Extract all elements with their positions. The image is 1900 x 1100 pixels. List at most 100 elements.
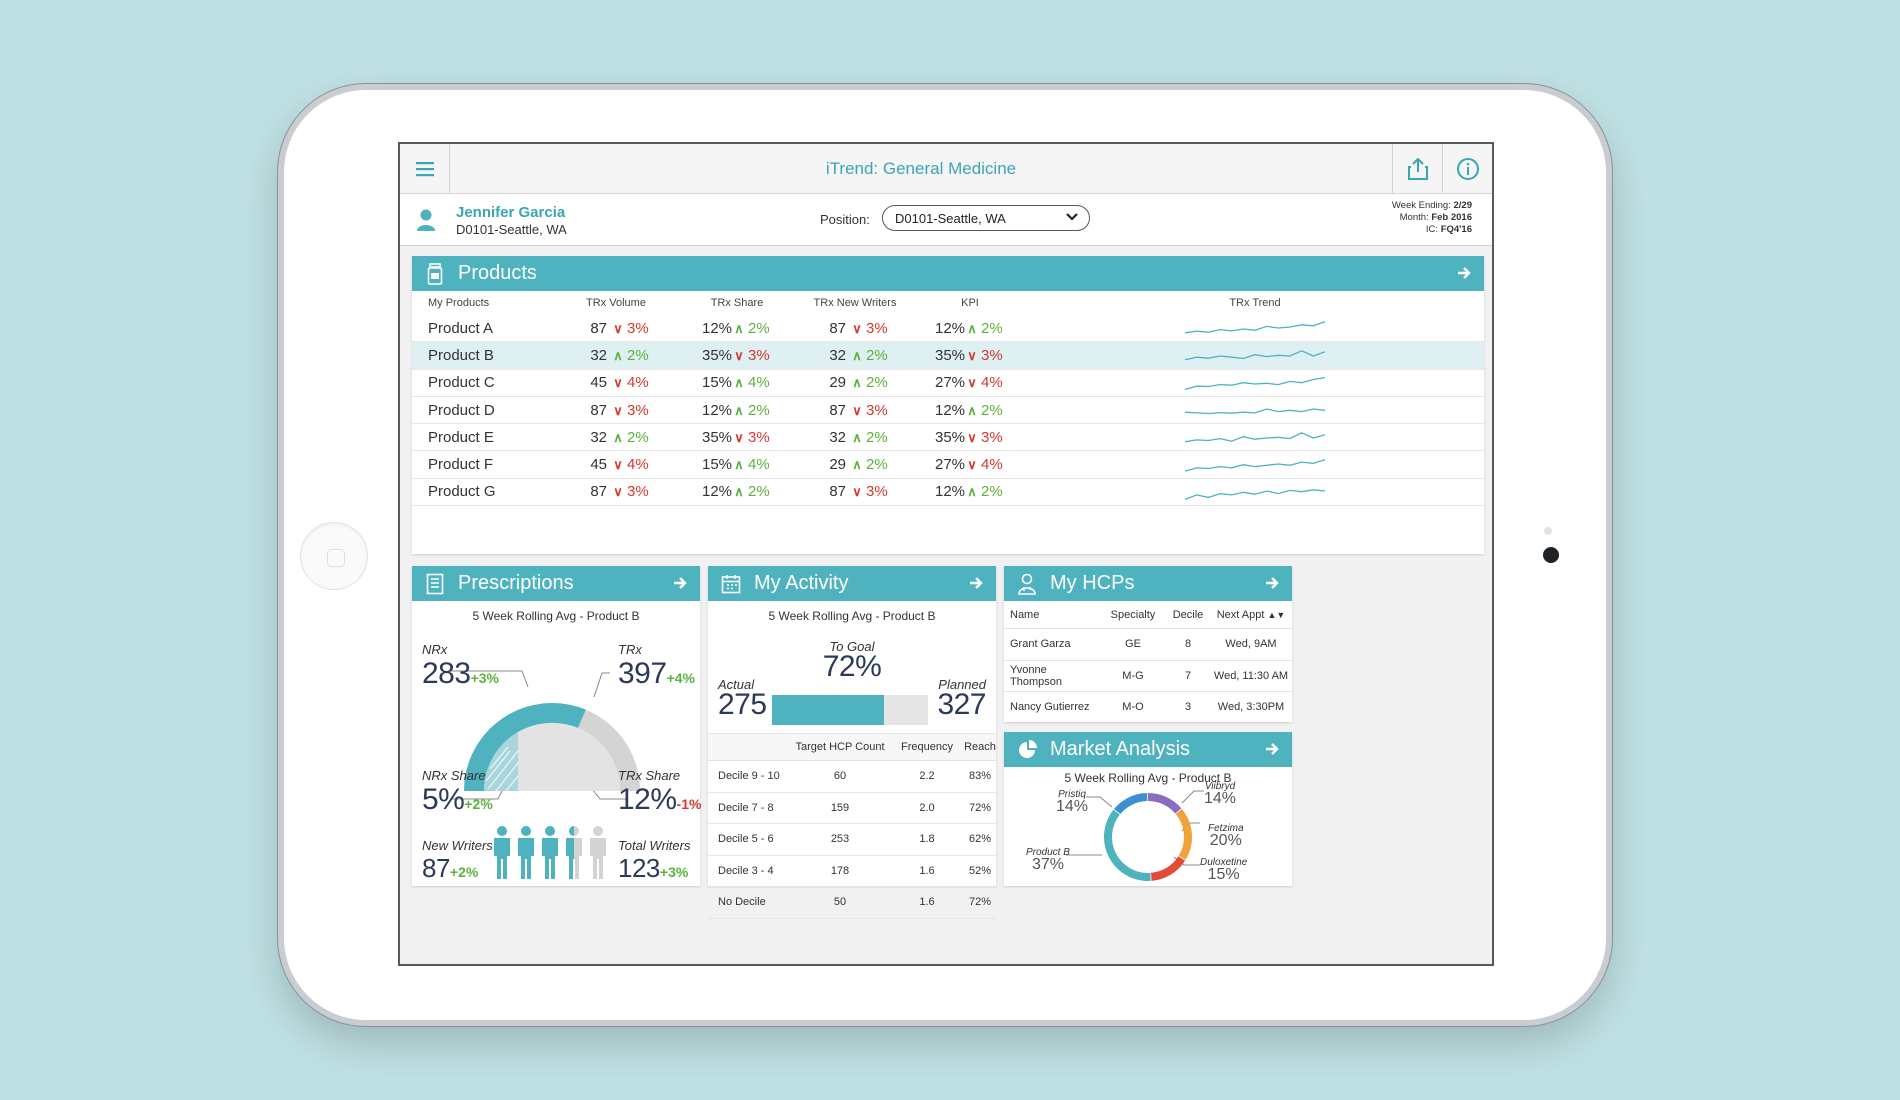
table-row[interactable]: No Decile 50 1.6 72% — [708, 887, 996, 919]
doctor-icon — [1016, 573, 1038, 595]
metric-cell: 29 ∧ 2% — [796, 374, 914, 391]
nrx-label: NRx — [422, 642, 448, 657]
products-title: Products — [458, 262, 537, 284]
hamburger-icon — [415, 161, 434, 176]
table-row[interactable]: Product D 87 ∨ 3% 12% ∧ 2% 87 ∨ 3% 12% ∧ 2% — [412, 397, 1484, 425]
position-select[interactable]: D0101-Seattle, WA — [882, 205, 1090, 231]
sparkline-chart — [1184, 321, 1326, 334]
trx-share-value: 12% — [618, 783, 677, 816]
metric-value: 35% — [935, 428, 966, 446]
metric-cell: 32 ∧ 2% — [554, 429, 678, 446]
activity-table-header: Target HCP Count Frequency Reach — [708, 733, 996, 761]
trend-down-icon: ∨ — [967, 429, 977, 445]
table-row[interactable]: Product A 87 ∨ 3% 12% ∧ 2% 87 ∨ 3% 12% ∧ 2% — [412, 315, 1484, 343]
writers-figures — [494, 826, 606, 879]
trend-cell — [1026, 401, 1484, 419]
table-row[interactable]: Product E 32 ∧ 2% 35% ∨ 3% 32 ∧ 2% 35% ∨ 3% — [412, 424, 1484, 452]
col-header: Target HCP Count — [795, 741, 885, 753]
nrx-share-label: NRx Share — [422, 768, 486, 783]
goal-progress-track — [772, 695, 928, 725]
metric-value: 45 — [590, 374, 607, 392]
metric-change: 2% — [627, 428, 649, 446]
table-row[interactable]: Product F 45 ∨ 4% 15% ∧ 4% 29 ∧ 2% 27% ∨ 4% — [412, 451, 1484, 479]
metric-cell: 87 ∨ 3% — [554, 320, 678, 337]
table-cell: 72% — [968, 896, 992, 909]
trend-up-icon: ∧ — [852, 347, 862, 363]
metric-value: 35% — [702, 428, 733, 446]
metric-change: 4% — [627, 374, 649, 392]
metric-cell: 29 ∧ 2% — [796, 456, 914, 473]
connector-line — [1086, 796, 1113, 808]
share-button[interactable] — [1392, 144, 1442, 194]
products-header[interactable]: Products — [412, 256, 1484, 291]
arrow-right-icon — [1266, 743, 1279, 755]
table-row[interactable]: Decile 3 - 4 178 1.6 52% — [708, 856, 996, 887]
col-header: Specialty — [1110, 608, 1156, 621]
metric-value: 35% — [702, 346, 733, 364]
trend-cell — [1026, 319, 1484, 337]
metric-change: 3% — [866, 483, 888, 501]
sparkline-series — [1184, 458, 1326, 472]
metric-value: 12% — [935, 483, 966, 501]
metric-cell: 45 ∨ 4% — [554, 456, 678, 473]
metric-change: 4% — [627, 456, 649, 474]
top-bar: iTrend: General Medicine — [400, 144, 1492, 194]
trend-up-icon: ∧ — [967, 402, 977, 418]
products-table: My Products TRx Volume TRx Share TRx New… — [412, 291, 1484, 507]
activity-header[interactable]: My Activity — [708, 566, 996, 601]
metric-cell: 45 ∨ 4% — [554, 374, 678, 391]
legend-value: 15% — [1207, 866, 1240, 883]
table-row[interactable]: Nancy Gutierrez M-O 3 Wed, 3:30PM — [1004, 692, 1292, 722]
metric-cell: 12% ∧ 2% — [914, 402, 1026, 419]
prescriptions-header[interactable]: Prescriptions — [412, 566, 700, 601]
market-header[interactable]: Market Analysis — [1004, 732, 1292, 767]
total-writers-label: Total Writers — [618, 838, 691, 853]
product-name: Product G — [428, 483, 496, 501]
table-row[interactable]: Product G 87 ∨ 3% 12% ∧ 2% 87 ∨ 3% 12% ∧ 2% — [412, 479, 1484, 507]
table-row[interactable]: Product B 32 ∧ 2% 35% ∨ 3% 32 ∧ 2% 35% ∨ 3% — [412, 342, 1484, 370]
activity-table: Target HCP Count Frequency Reach Decile … — [708, 733, 996, 919]
pie-chart-icon — [1016, 739, 1038, 761]
trend-up-icon: ∧ — [852, 375, 862, 391]
trx-share-label: TRx Share — [618, 768, 681, 783]
metric-change: 3% — [627, 401, 649, 419]
metric-change: 2% — [866, 374, 888, 392]
duloxetine-label: Duloxetine 15% — [1200, 857, 1247, 884]
new-writers-change: +2% — [449, 864, 479, 880]
table-cell: 52% — [968, 864, 992, 877]
viibryd-label: Viibryd 14% — [1204, 781, 1236, 808]
metric-change: 4% — [748, 456, 770, 474]
sparkline-series — [1184, 408, 1326, 415]
trend-up-icon: ∧ — [967, 484, 977, 500]
donut-slice-fetzima — [1175, 808, 1192, 860]
new-writers-block: New Writers 87+2% — [422, 838, 493, 884]
new-writers-label: New Writers — [422, 838, 493, 853]
sortable-col-header[interactable]: Next Appt ▲▼ — [1210, 609, 1292, 621]
semicircle-gauge — [450, 670, 641, 800]
trx-share-change: -1% — [676, 796, 702, 812]
menu-button[interactable] — [400, 144, 450, 194]
nrx-arc — [464, 703, 552, 791]
pristiq-label: Pristiq 14% — [1056, 789, 1088, 816]
info-button[interactable] — [1442, 144, 1492, 194]
trend-down-icon: ∨ — [852, 320, 862, 336]
legend-value: 14% — [1204, 790, 1237, 807]
table-cell: 178 — [830, 864, 850, 877]
ic-value: FQ4'16 — [1440, 224, 1472, 235]
metric-value: 12% — [702, 483, 733, 501]
trend-down-icon: ∨ — [613, 484, 623, 500]
market-title: Market Analysis — [1050, 738, 1191, 760]
legend-name: Pristiq — [1058, 789, 1086, 800]
table-row[interactable]: Decile 5 - 6 253 1.8 62% — [708, 824, 996, 856]
table-row[interactable]: Grant Garza GE 8 Wed, 9AM — [1004, 629, 1292, 661]
table-cell: 50 — [833, 896, 847, 909]
table-row[interactable]: Yvonne Thompson M-G 7 Wed, 11:30 AM — [1004, 661, 1292, 692]
table-row[interactable]: Decile 7 - 8 159 2.0 72% — [708, 793, 996, 824]
hcps-header[interactable]: My HCPs — [1004, 566, 1292, 601]
trx-share-inner — [518, 722, 621, 791]
table-row[interactable]: Decile 9 - 10 60 2.2 83% — [708, 761, 996, 793]
metric-value: 12% — [935, 401, 966, 419]
metric-value: 32 — [829, 346, 846, 364]
table-cell: No Decile — [718, 896, 766, 909]
table-row[interactable]: Product C 45 ∨ 4% 15% ∧ 4% 29 ∧ 2% 27% ∨ 4% — [412, 370, 1484, 397]
